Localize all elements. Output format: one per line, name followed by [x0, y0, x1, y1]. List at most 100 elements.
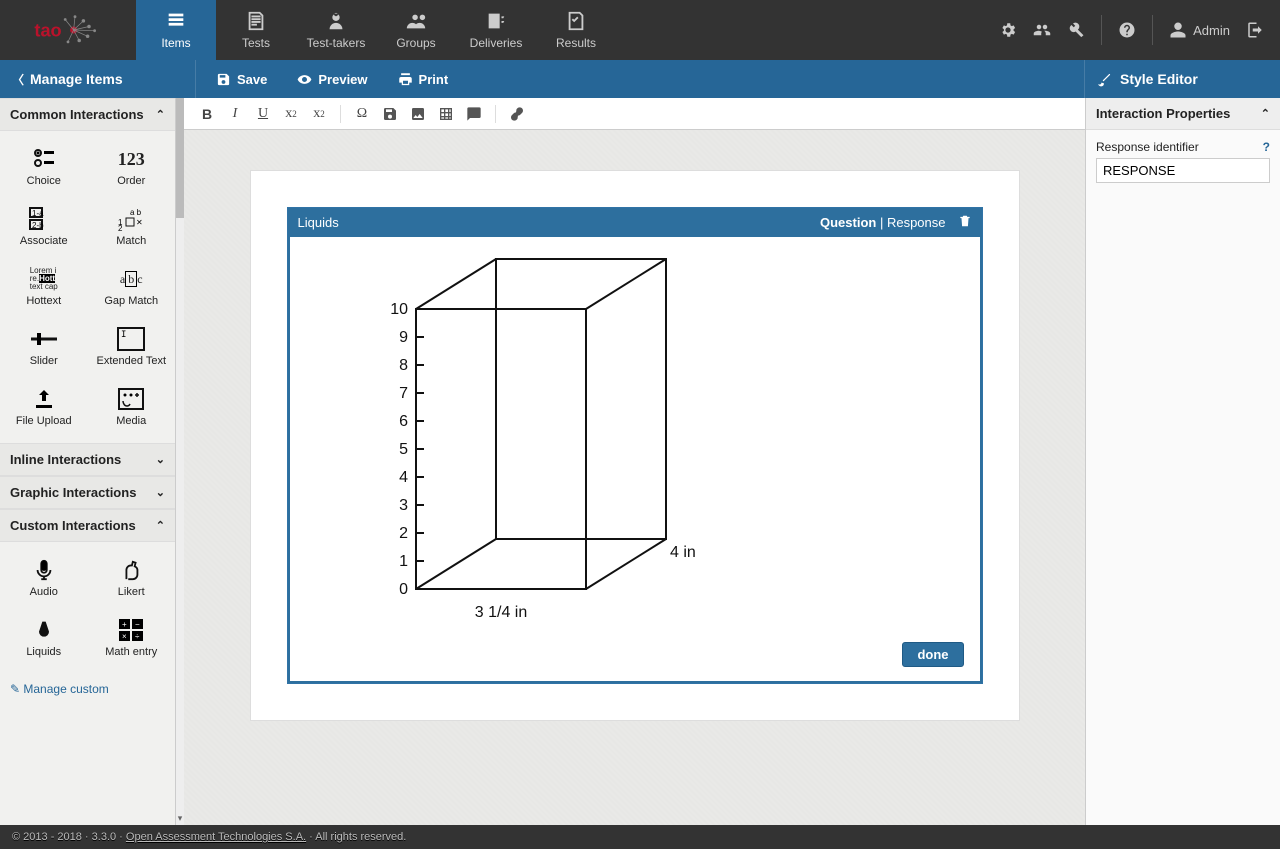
admin-menu[interactable]: Admin	[1169, 21, 1230, 39]
svg-text:4: 4	[399, 469, 408, 486]
svg-text:3 1/4 in: 3 1/4 in	[474, 604, 526, 621]
nav-tab-items[interactable]: Items	[136, 0, 216, 60]
eye-icon	[297, 72, 312, 87]
chevron-left-icon: 〈	[12, 71, 24, 88]
interaction-order[interactable]: 123Order	[88, 137, 176, 197]
save-button[interactable]: Save	[216, 72, 267, 87]
scroll-down-icon[interactable]: ▾	[176, 811, 184, 825]
svg-text:8: 8	[399, 357, 408, 374]
interaction-frame: Liquids Question | Response	[287, 207, 983, 684]
admin-label: Admin	[1193, 23, 1230, 38]
manage-items-button[interactable]: 〈 Manage Items	[0, 60, 195, 98]
users-icon[interactable]	[1033, 21, 1051, 39]
interaction-media[interactable]: Media	[88, 377, 176, 437]
interaction-likert[interactable]: Likert	[88, 548, 176, 608]
interaction-slider[interactable]: Slider	[0, 317, 88, 377]
logout-icon[interactable]	[1246, 21, 1264, 39]
logo-svg: tao	[33, 10, 103, 50]
liquids-diagram: 0123456789103 1/4 in4 in	[306, 249, 1006, 629]
insert-save-button[interactable]	[377, 102, 403, 126]
chevron-up-icon: ⌃	[1261, 107, 1270, 120]
interaction-title-label: Liquids	[298, 215, 339, 230]
underline-button[interactable]: U	[250, 102, 276, 126]
chevron-down-icon: ⌄	[156, 453, 165, 466]
interaction-properties-header[interactable]: Interaction Properties ⌃	[1086, 98, 1280, 130]
manage-items-label: Manage Items	[30, 71, 123, 87]
chevron-up-icon: ⌃	[156, 519, 165, 532]
interaction-title-bar: Liquids Question | Response	[288, 208, 982, 237]
footer-org-link[interactable]: Open Assessment Technologies S.A.	[126, 831, 306, 843]
svg-text:1-a: 1-a	[32, 209, 44, 218]
interaction-extended-text[interactable]: IExtended Text	[88, 317, 176, 377]
interaction-gap-match[interactable]: abcGap Match	[88, 257, 176, 317]
preview-button[interactable]: Preview	[297, 72, 367, 87]
nav-tab-deliveries[interactable]: Deliveries	[456, 0, 536, 60]
settings-icon[interactable]	[999, 21, 1017, 39]
delete-interaction-button[interactable]	[958, 214, 972, 231]
trash-icon	[958, 214, 972, 228]
table-button[interactable]	[433, 102, 459, 126]
svg-text:7: 7	[399, 385, 408, 402]
interactions-panel: Common Interactions ⌃ Choice123Order1-a2…	[0, 98, 176, 825]
left-scrollbar[interactable]: ▾	[176, 98, 184, 825]
svg-text:3: 3	[399, 497, 408, 514]
subscript-button[interactable]: x2	[278, 102, 304, 126]
done-button[interactable]: done	[902, 642, 963, 667]
print-icon	[398, 72, 413, 87]
interaction-audio[interactable]: Audio	[0, 548, 88, 608]
custom-interactions-grid: AudioLikertLiquids+−×÷Math entry	[0, 542, 175, 674]
action-bar: Save Preview Print	[195, 60, 1085, 98]
nav-tab-results[interactable]: Results	[536, 0, 616, 60]
interaction-associate[interactable]: 1-a2-bAssociate	[0, 197, 88, 257]
interaction-choice[interactable]: Choice	[0, 137, 88, 197]
svg-text:tao: tao	[34, 20, 61, 40]
nav-tab-groups[interactable]: Groups	[376, 0, 456, 60]
svg-text:9: 9	[399, 329, 408, 346]
help-icon[interactable]: ?	[1263, 140, 1270, 154]
comment-button[interactable]	[461, 102, 487, 126]
print-button[interactable]: Print	[398, 72, 449, 87]
svg-text:4 in: 4 in	[670, 544, 696, 561]
image-button[interactable]	[405, 102, 431, 126]
svg-text:2-b: 2-b	[32, 221, 44, 230]
save-icon	[216, 72, 231, 87]
common-interactions-grid: Choice123Order1-a2-bAssociatea b1✕2Match…	[0, 131, 175, 443]
custom-interactions-header[interactable]: Custom Interactions ⌃	[0, 509, 175, 542]
style-editor-button[interactable]: Style Editor	[1085, 60, 1280, 98]
svg-text:0: 0	[399, 581, 408, 598]
logo: tao	[0, 0, 136, 60]
interaction-match[interactable]: a b1✕2Match	[88, 197, 176, 257]
interaction-hottext[interactable]: Lorem ire.Hotttext capHottext	[0, 257, 88, 317]
svg-text:6: 6	[399, 413, 408, 430]
response-id-label: Response identifier	[1096, 140, 1199, 154]
chevron-up-icon: ⌃	[156, 108, 165, 121]
question-tab[interactable]: Question	[820, 215, 876, 230]
response-id-input[interactable]	[1096, 158, 1270, 183]
bold-button[interactable]: B	[194, 102, 220, 126]
interaction-body[interactable]: 0123456789103 1/4 in4 in done	[288, 237, 982, 683]
manage-custom-link[interactable]: Manage custom	[0, 674, 175, 704]
svg-text:I: I	[121, 330, 126, 340]
topnav-right: Admin	[999, 0, 1280, 60]
inline-interactions-header[interactable]: Inline Interactions ⌄	[0, 443, 175, 476]
help-icon[interactable]	[1118, 21, 1136, 39]
nav-tab-tests[interactable]: Tests	[216, 0, 296, 60]
svg-text:−: −	[135, 620, 140, 629]
svg-text:10: 10	[390, 301, 408, 318]
tools-icon[interactable]	[1067, 21, 1085, 39]
italic-button[interactable]: I	[222, 102, 248, 126]
interaction-math-entry[interactable]: +−×÷Math entry	[88, 608, 176, 668]
nav-tab-test-takers[interactable]: Test-takers	[296, 0, 376, 60]
response-tab[interactable]: Response	[887, 215, 946, 230]
superscript-button[interactable]: x2	[306, 102, 332, 126]
common-interactions-header[interactable]: Common Interactions ⌃	[0, 98, 175, 131]
link-button[interactable]	[504, 102, 530, 126]
svg-text:2: 2	[118, 224, 123, 231]
interaction-file-upload[interactable]: File Upload	[0, 377, 88, 437]
graphic-interactions-header[interactable]: Graphic Interactions ⌄	[0, 476, 175, 509]
svg-text:+: +	[122, 620, 127, 629]
special-char-button[interactable]: Ω	[349, 102, 375, 126]
user-icon	[1169, 21, 1187, 39]
item-card: Liquids Question | Response	[250, 170, 1020, 721]
interaction-liquids[interactable]: Liquids	[0, 608, 88, 668]
